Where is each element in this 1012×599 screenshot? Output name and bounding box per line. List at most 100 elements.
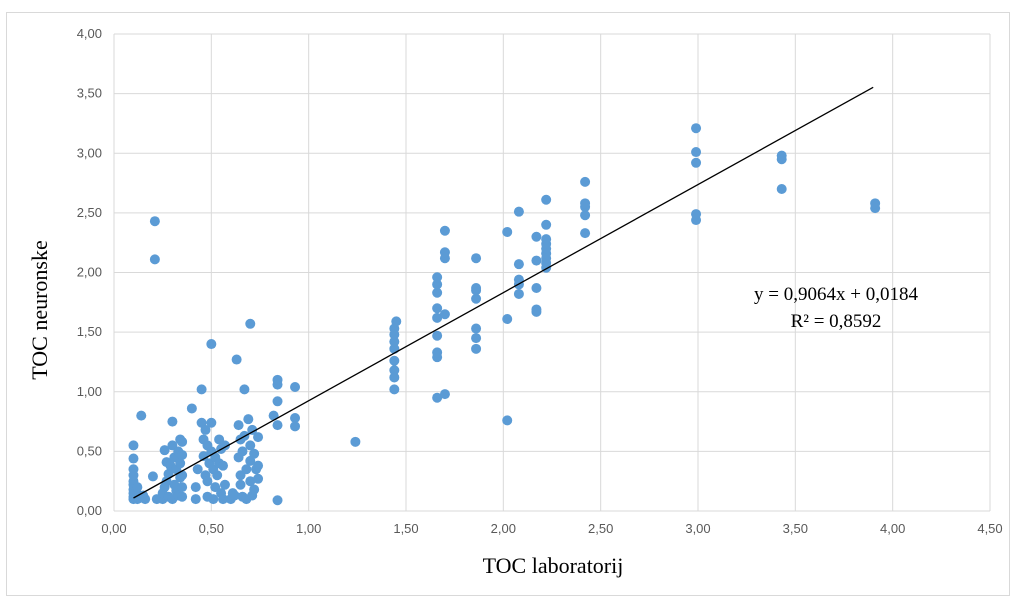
data-point <box>776 184 787 195</box>
data-point <box>253 460 264 471</box>
trendline <box>133 86 874 499</box>
y-tick-label: 3,00 <box>77 145 102 160</box>
data-point <box>531 255 542 266</box>
data-point <box>502 415 513 426</box>
data-point <box>471 333 482 344</box>
data-point <box>391 316 402 327</box>
data-point <box>531 304 542 315</box>
data-point <box>175 458 186 469</box>
data-point <box>580 176 591 187</box>
data-point <box>190 494 201 505</box>
data-point <box>513 288 524 299</box>
data-point <box>235 479 246 490</box>
data-point <box>243 414 254 425</box>
data-point <box>128 440 139 451</box>
y-tick-label: 4,00 <box>77 26 102 41</box>
data-point <box>432 272 443 283</box>
data-point <box>691 157 702 168</box>
y-tick-label: 0,50 <box>77 443 102 458</box>
data-point <box>290 421 301 432</box>
data-point <box>245 440 256 451</box>
data-point <box>219 479 230 490</box>
data-point <box>691 147 702 158</box>
data-point <box>439 247 450 258</box>
x-tick-label: 3,00 <box>685 521 710 536</box>
data-point <box>389 384 400 395</box>
data-point <box>237 446 248 457</box>
x-tick-label: 0,00 <box>101 521 126 536</box>
data-point <box>471 293 482 304</box>
data-point <box>253 432 264 443</box>
data-point <box>202 476 213 487</box>
data-point <box>233 420 244 431</box>
data-point <box>471 323 482 334</box>
data-point <box>432 287 443 298</box>
data-point <box>389 365 400 376</box>
data-point <box>439 225 450 236</box>
y-tick-label: 0,00 <box>77 503 102 518</box>
gridlines <box>113 33 991 512</box>
data-point <box>471 253 482 264</box>
data-point <box>249 448 260 459</box>
data-point <box>159 445 170 456</box>
data-point <box>149 254 160 265</box>
data-point <box>471 343 482 354</box>
data-point <box>432 279 443 290</box>
data-point <box>136 410 147 421</box>
x-tick-label: 2,00 <box>491 521 516 536</box>
data-point <box>177 482 188 493</box>
data-point <box>231 354 242 365</box>
data-point <box>272 495 283 506</box>
x-axis-title: TOC laboratorij <box>483 553 624 578</box>
x-axis-ticks: 0,00 0,50 1,00 1,50 2,00 2,50 3,00 3,50 4,00 4,50 <box>101 521 1002 536</box>
data-point <box>541 219 552 230</box>
data-point <box>691 209 702 220</box>
x-tick-label: 1,00 <box>296 521 321 536</box>
data-point <box>580 198 591 209</box>
r-squared-label: R² = 0,8592 <box>791 311 882 332</box>
data-point <box>249 484 260 495</box>
data-point <box>128 453 139 464</box>
data-point <box>200 424 211 435</box>
data-point <box>389 355 400 366</box>
y-axis-title: TOC neuronske <box>27 240 52 380</box>
data-point <box>513 259 524 270</box>
data-point <box>541 234 552 245</box>
data-point <box>245 318 256 329</box>
data-point <box>196 384 207 395</box>
data-point <box>241 464 252 475</box>
data-point <box>290 381 301 392</box>
data-point <box>432 330 443 341</box>
x-tick-label: 4,50 <box>977 521 1002 536</box>
data-point <box>580 228 591 239</box>
x-tick-label: 2,50 <box>588 521 613 536</box>
data-point <box>268 410 279 421</box>
data-point <box>177 470 188 481</box>
data-point <box>208 494 219 505</box>
data-point <box>186 403 197 414</box>
data-point <box>541 194 552 205</box>
data-point <box>471 283 482 294</box>
x-tick-label: 1,50 <box>393 521 418 536</box>
data-point <box>177 436 188 447</box>
data-point <box>432 303 443 314</box>
data-point <box>218 460 229 471</box>
data-point <box>272 374 283 385</box>
data-point <box>776 150 787 161</box>
data-point <box>190 482 201 493</box>
data-point <box>128 464 139 475</box>
data-point <box>177 449 188 460</box>
data-point <box>432 347 443 358</box>
data-point <box>350 436 361 447</box>
data-point <box>167 416 178 427</box>
y-tick-label: 2,50 <box>77 205 102 220</box>
data-point <box>389 336 400 347</box>
x-tick-label: 4,00 <box>880 521 905 536</box>
data-point <box>439 309 450 320</box>
data-point <box>177 491 188 502</box>
y-tick-label: 1,50 <box>77 324 102 339</box>
data-point <box>513 274 524 285</box>
data-points <box>128 123 881 506</box>
data-point <box>132 482 143 493</box>
